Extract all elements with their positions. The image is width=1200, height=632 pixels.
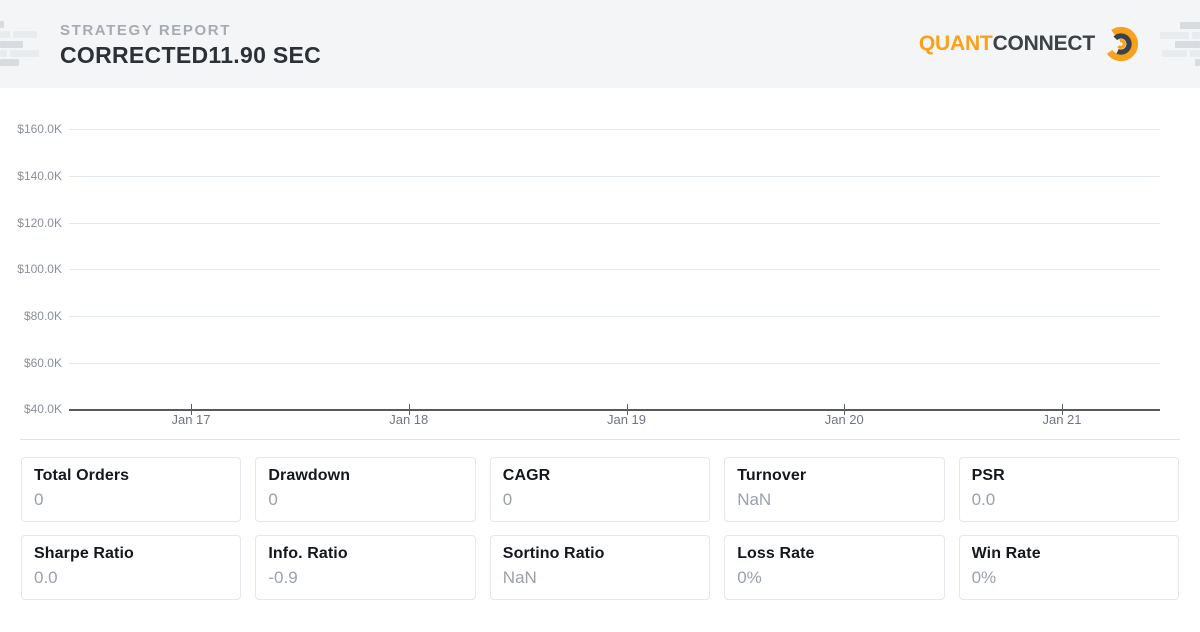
stat-card-label: Info. Ratio — [268, 545, 348, 562]
equity-chart: $160.0K $140.0K $120.0K $100.0K $80.0K $60.0K… — [17, 122, 1160, 427]
report-title: CORRECTED11.90 SEC — [60, 42, 322, 69]
deco-line — [1162, 50, 1187, 57]
logo-wordmark: QUANTCONNECT — [919, 25, 1095, 63]
x-axis-tick-label: Jan 21 — [1042, 412, 1082, 427]
deco-line — [1175, 41, 1200, 48]
stat-card: Sharpe Ratio 0.0 — [21, 535, 242, 600]
stat-card-label: Sortino Ratio — [502, 545, 605, 562]
report-type-label: STRATEGY REPORT — [60, 22, 231, 39]
deco-line — [1160, 32, 1189, 39]
x-axis-tick-label: Jan 20 — [824, 412, 864, 427]
stat-card-label: Turnover — [737, 467, 807, 484]
stat-card-value: NaN — [502, 567, 537, 587]
stat-card: Sortino Ratio NaN — [489, 535, 711, 600]
deco-line — [0, 41, 23, 48]
x-axis-tick-mark — [1062, 403, 1063, 415]
grid-line — [69, 175, 1160, 177]
deco-line — [13, 31, 37, 38]
deco-line — [0, 59, 19, 66]
grid-line — [69, 315, 1160, 317]
stat-card-label: Win Rate — [971, 545, 1041, 562]
stat-card-value: 0.0 — [971, 489, 996, 509]
x-axis-tick-label: Jan 18 — [389, 412, 429, 427]
stat-card-label: Loss Rate — [737, 545, 815, 562]
stat-card-value: 0% — [737, 567, 762, 587]
x-axis-tick-label: Jan 17 — [171, 412, 211, 427]
quantconnect-logo: QUANTCONNECT — [919, 25, 1140, 63]
stat-card: Turnover NaN — [724, 457, 945, 522]
y-axis-tick-label: $60.0K — [23, 355, 62, 370]
deco-line — [10, 50, 39, 57]
grid-line — [69, 129, 1160, 131]
grid-line — [69, 362, 1160, 364]
stat-card: PSR 0.0 — [958, 457, 1179, 522]
y-axis-tick-label: $80.0K — [23, 308, 62, 323]
stat-card-value: 0 — [268, 489, 278, 509]
stat-card-label: PSR — [971, 467, 1005, 484]
deco-line — [1192, 32, 1200, 39]
x-axis-line — [69, 409, 1160, 411]
section-divider — [20, 439, 1180, 440]
grid-line — [69, 222, 1160, 224]
deco-line — [0, 50, 7, 57]
stat-card: Total Orders 0 — [21, 457, 242, 522]
stat-card-value: NaN — [737, 489, 772, 509]
quantconnect-ring-icon — [1106, 26, 1139, 62]
logo-text-connect: CONNECT — [992, 32, 1096, 55]
stat-card: Win Rate 0% — [958, 535, 1179, 600]
x-axis-tick-mark — [408, 403, 410, 415]
deco-line — [0, 21, 4, 28]
stat-card-label: Total Orders — [34, 467, 130, 484]
report-title-block: STRATEGY REPORT CORRECTED11.90 SEC — [60, 22, 321, 69]
stat-card-value: 0 — [502, 489, 513, 509]
deco-line — [0, 31, 10, 38]
x-axis-tick-mark — [844, 403, 846, 415]
deco-line — [1190, 50, 1200, 57]
y-axis-tick-label: $140.0K — [17, 168, 62, 183]
stat-card: Drawdown 0 — [255, 457, 476, 522]
stat-card-value: 0% — [971, 567, 997, 587]
report-header: STRATEGY REPORT CORRECTED11.90 SEC QUANT… — [0, 0, 1200, 88]
stat-card-value: -0.9 — [268, 567, 298, 587]
grid-line — [69, 269, 1160, 271]
logo-text-quant: QUANT — [918, 32, 993, 55]
stat-card: Info. Ratio -0.9 — [255, 535, 476, 600]
x-axis-tick-mark — [626, 403, 628, 415]
y-axis-tick-label: $160.0K — [17, 122, 62, 137]
y-axis-tick-label: $40.0K — [23, 402, 62, 417]
y-axis-tick-label: $100.0K — [17, 262, 62, 277]
stat-card-label: Drawdown — [268, 467, 351, 484]
stat-card: CAGR 0 — [489, 457, 711, 522]
stat-card-label: Sharpe Ratio — [34, 545, 134, 562]
stat-card-value: 0.0 — [34, 567, 58, 587]
deco-line — [1195, 59, 1200, 66]
x-axis-tick-mark — [191, 403, 192, 415]
y-axis-tick-label: $120.0K — [17, 215, 62, 230]
deco-line — [1180, 22, 1200, 29]
stat-card: Loss Rate 0% — [724, 535, 945, 600]
stat-card-label: CAGR — [502, 467, 551, 484]
x-axis-tick-label: Jan 19 — [606, 412, 647, 427]
stats-grid: Total Orders 0 Drawdown 0 CAGR 0 Turnover NaN PS… — [21, 457, 1179, 600]
stat-card-value: 0 — [34, 489, 44, 509]
